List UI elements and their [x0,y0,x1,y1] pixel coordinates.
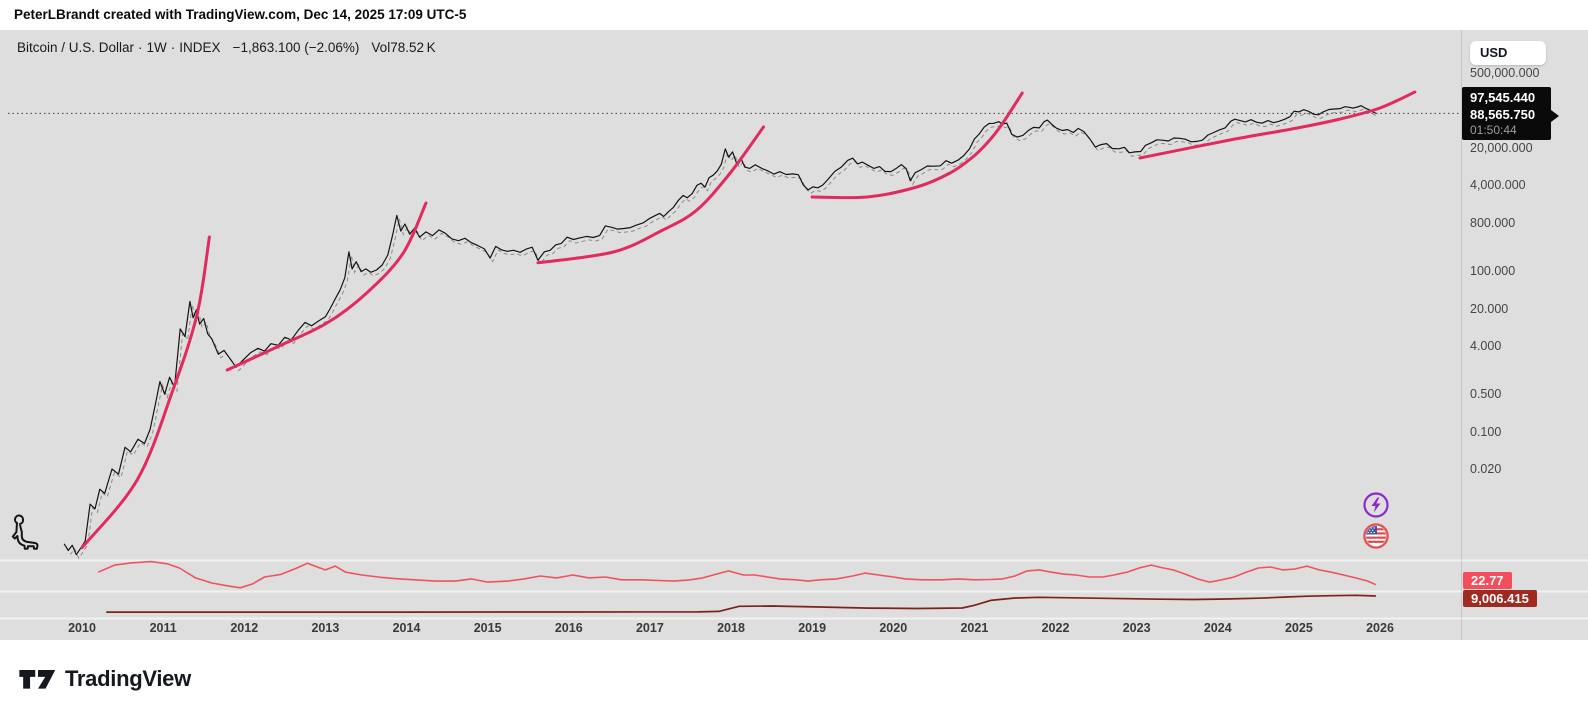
year-label: 2018 [717,621,745,635]
year-label: 2012 [230,621,259,635]
year-label: 2017 [635,621,664,635]
price-tick: 20.000 [1470,301,1509,316]
price-tick: 0.500 [1470,387,1502,402]
year-label: 2022 [1041,621,1070,635]
chart-canvas[interactable] [0,30,1588,640]
price-tick: 20,000.000 [1470,141,1533,155]
footer: TradingView [0,640,1588,720]
lightning-icon[interactable] [1362,491,1390,519]
price-tick: 4.000 [1470,338,1502,353]
price-tick: 0.100 [1470,424,1502,439]
price-tick: 500,000.000 [1470,66,1540,81]
tradingview-wordmark: TradingView [65,666,191,691]
legend-volume: Vol78.52 K [371,40,436,55]
dashed-ma-line [66,108,1379,560]
legend-separator: · [138,40,143,55]
year-label: 2019 [798,621,827,635]
legend-interval[interactable]: 1W [146,40,167,55]
price-series[interactable] [63,105,1377,556]
year-label: 2026 [1366,621,1394,635]
year-label: 2023 [1122,621,1151,635]
bar-countdown: 01:50:44 [1470,123,1517,137]
year-label: 2013 [311,621,340,635]
attribution-bar: PeterLBrandt created with TradingView.co… [0,0,1588,30]
parabolic-curve-drawing[interactable] [80,235,211,550]
parabolic-curve-drawing[interactable] [225,201,428,372]
year-label: 2016 [554,621,583,635]
us-flag-icon[interactable] [1362,522,1390,550]
parabolic-curve-drawing[interactable] [810,91,1024,200]
symbol-legend[interactable]: Bitcoin / U.S. Dollar · 1W · INDEX −1,863.100… [17,40,440,55]
last-price-label: 88,565.750 [1470,107,1536,122]
year-label: 2010 [68,621,96,635]
year-label: 2025 [1284,621,1313,635]
indicator2-value-label: 9,006.415 [1463,590,1537,607]
tradingview-logo-icon [19,670,56,689]
legend-symbol[interactable]: Bitcoin / U.S. Dollar [17,40,135,55]
year-label: 2021 [960,621,989,635]
legend-change: −1,863.100 (−2.06%) [232,40,360,55]
price-tick: 100.000 [1470,264,1516,279]
indicator1-line[interactable] [97,560,1377,589]
chart-region[interactable]: Bitcoin / U.S. Dollar · 1W · INDEX −1,863.100… [0,30,1588,640]
legend-market: INDEX [179,40,221,55]
upper-price-label: 97,545.440 [1470,90,1536,105]
year-label: 2024 [1203,621,1232,635]
legend-separator2: · [170,40,176,55]
parabolic-curve-drawing[interactable] [536,125,765,265]
year-label: 2011 [149,621,177,635]
price-tick: 4,000.000 [1470,178,1526,193]
price-label-stack: 97,545.440 88,565.750 01:50:44 [1462,87,1551,140]
year-label: 2015 [473,621,502,635]
indicator2-line[interactable] [106,594,1376,613]
indicator1-value-label: 22.77 [1463,572,1512,589]
price-tick: 800.000 [1470,215,1516,230]
price-tick: 0.020 [1470,462,1502,476]
currency-button[interactable]: USD [1470,41,1546,65]
year-label: 2020 [879,621,908,635]
year-label: 2014 [392,621,421,635]
tradingview-logo[interactable]: TradingView [18,664,191,694]
dinosaur-icon [11,514,39,550]
price-label-arrow [1551,110,1559,122]
parabolic-curve-drawing[interactable] [1138,90,1417,160]
